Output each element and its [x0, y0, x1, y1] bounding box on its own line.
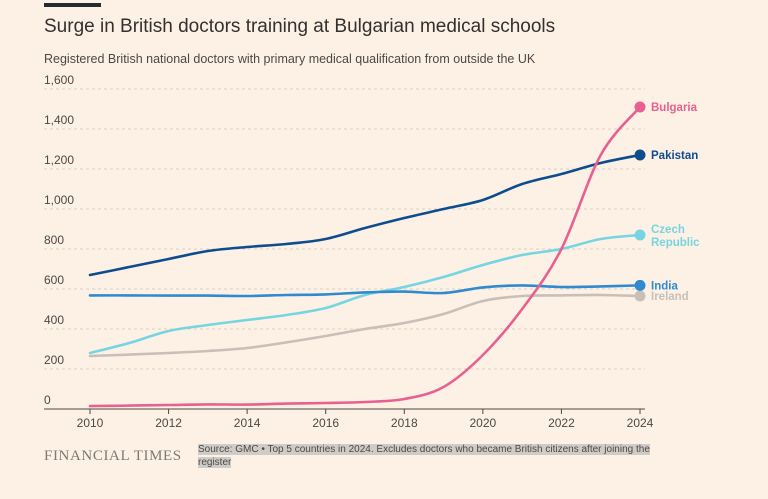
end-marker-czech-republic	[634, 229, 646, 241]
y-tick-label: 1,400	[44, 113, 74, 127]
y-tick-label: 800	[44, 233, 64, 247]
x-axis: 2010 2012 2014 2016 2018 2020 2022 2024	[44, 408, 654, 430]
series-line-bulgaria	[88, 105, 642, 408]
y-tick-label: 600	[44, 273, 64, 287]
series-line-czech-republic	[88, 233, 642, 355]
source-text: Source: GMC • Top 5 countries in 2024. E…	[198, 444, 650, 468]
y-tick-label: 1,000	[44, 193, 74, 207]
y-tick-label: 1,200	[44, 153, 74, 167]
y-tick-label: 400	[44, 313, 64, 327]
x-tick-label: 2018	[391, 416, 418, 430]
y-tick-label: 0	[44, 393, 51, 407]
end-marker-india	[634, 279, 646, 291]
chart-subtitle: Registered British national doctors with…	[44, 52, 536, 66]
source-note: Source: GMC • Top 5 countries in 2024. E…	[198, 444, 673, 469]
x-tick-label: 2024	[627, 416, 654, 430]
gridlines	[44, 88, 645, 370]
x-tick-label: 2022	[548, 416, 575, 430]
series-line-ireland	[88, 293, 642, 358]
end-marker-pakistan	[634, 149, 646, 161]
series-label-india: India	[651, 280, 678, 292]
series-label-pakistan: Pakistan	[651, 150, 698, 162]
chart-title: Surge in British doctors training at Bul…	[44, 16, 556, 37]
series-line-pakistan	[88, 153, 642, 277]
x-tick-label: 2012	[155, 416, 182, 430]
x-tick-label: 2016	[312, 416, 339, 430]
y-tick-label: 1,600	[44, 73, 74, 87]
series-label-czech-republic: Czech Republic	[651, 224, 700, 249]
x-tick-label: 2014	[234, 416, 261, 430]
series-lines	[88, 105, 642, 408]
series-end-markers	[634, 101, 646, 302]
y-tick-label: 200	[44, 353, 64, 367]
x-tick-label: 2020	[470, 416, 497, 430]
ft-top-bar	[44, 3, 101, 7]
series-label-bulgaria: Bulgaria	[651, 102, 698, 114]
series-labels: Bulgaria Pakistan Czech Republic IndiaIrelan…	[651, 102, 700, 303]
y-axis-tick-labels: 0 200 400 600 800 1,000 1,200 1,400 1,600	[44, 73, 74, 407]
end-marker-bulgaria	[634, 101, 646, 113]
x-tick-label: 2010	[77, 416, 104, 430]
series-line-india	[88, 284, 642, 298]
series-label-ireland: Ireland	[651, 291, 689, 303]
financial-times-logo: FINANCIAL TIMES	[44, 448, 182, 464]
end-marker-ireland	[634, 290, 646, 302]
